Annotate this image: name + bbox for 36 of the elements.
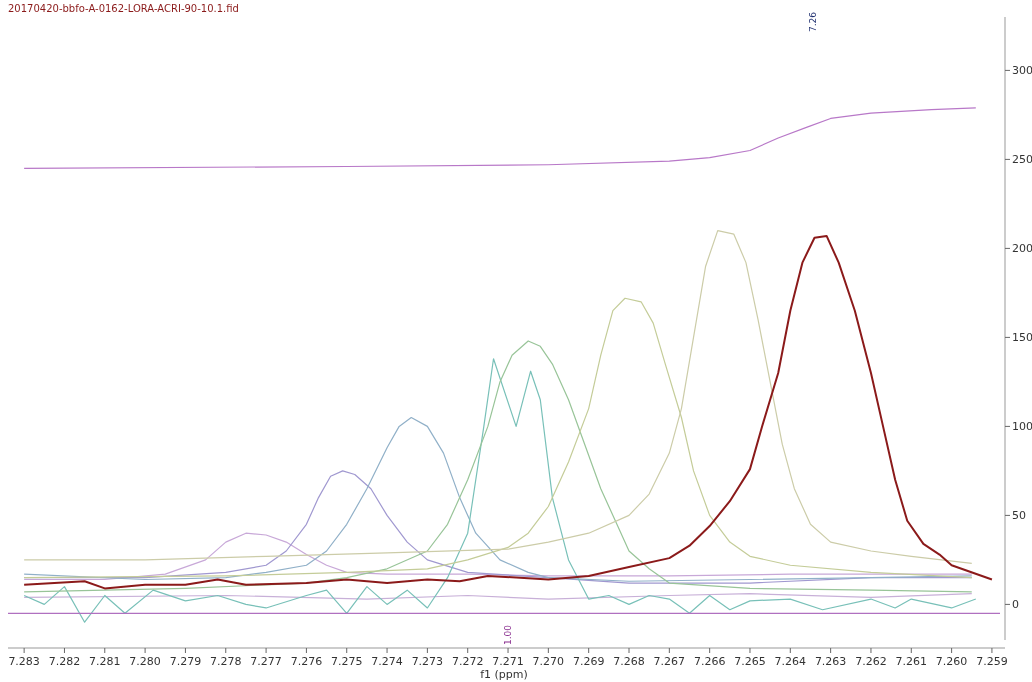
annotation: 1.00 — [503, 624, 513, 646]
x-tick-label: 7.269 — [572, 655, 605, 668]
y-tick-label: 150 — [1012, 331, 1032, 345]
chart-title: 20170420-bbfo-A-0162-LORA-ACRI-90-10.1.fid — [8, 3, 239, 14]
x-tick-label: 7.275 — [330, 655, 363, 668]
y-tick-label: 0 — [1012, 598, 1019, 612]
x-tick-label: 7.281 — [89, 655, 121, 668]
x-tick-label: 7.261 — [895, 655, 928, 668]
x-tick-label: 7.277 — [250, 655, 282, 668]
x-tick-label: 7.270 — [532, 655, 565, 668]
y-tick-label: 200 — [1012, 242, 1032, 256]
x-tick-label: 7.273 — [411, 655, 444, 668]
x-tick-label: 7.283 — [8, 655, 40, 668]
y-tick-label: 100 — [1012, 420, 1032, 434]
x-tick-label: 7.282 — [48, 655, 81, 668]
x-tick-label: 7.271 — [492, 655, 524, 668]
x-tick-label: 7.266 — [693, 655, 726, 668]
x-tick-label: 7.259 — [976, 655, 1008, 668]
annotation: 7.26 — [808, 11, 818, 33]
x-tick-label: 7.276 — [290, 655, 323, 668]
x-tick-label: 7.278 — [210, 655, 242, 668]
x-tick-label: 7.268 — [613, 655, 645, 668]
x-tick-label: 7.262 — [855, 655, 887, 668]
x-tick-label: 7.272 — [451, 655, 484, 668]
y-tick-label: 50 — [1012, 509, 1026, 523]
x-tick-label: 7.274 — [371, 655, 403, 668]
y-tick-label: 300 — [1012, 64, 1032, 78]
x-tick-label: 7.280 — [129, 655, 161, 668]
x-tick-label: 7.279 — [169, 655, 202, 668]
x-tick-label: 7.260 — [935, 655, 968, 668]
y-tick-label: 250 — [1012, 153, 1032, 167]
x-axis-title: f1 (ppm) — [480, 668, 528, 681]
x-tick-label: 7.267 — [653, 655, 686, 668]
x-tick-label: 7.264 — [774, 655, 807, 668]
x-tick-label: 7.263 — [814, 655, 847, 668]
x-tick-label: 7.265 — [734, 655, 766, 668]
